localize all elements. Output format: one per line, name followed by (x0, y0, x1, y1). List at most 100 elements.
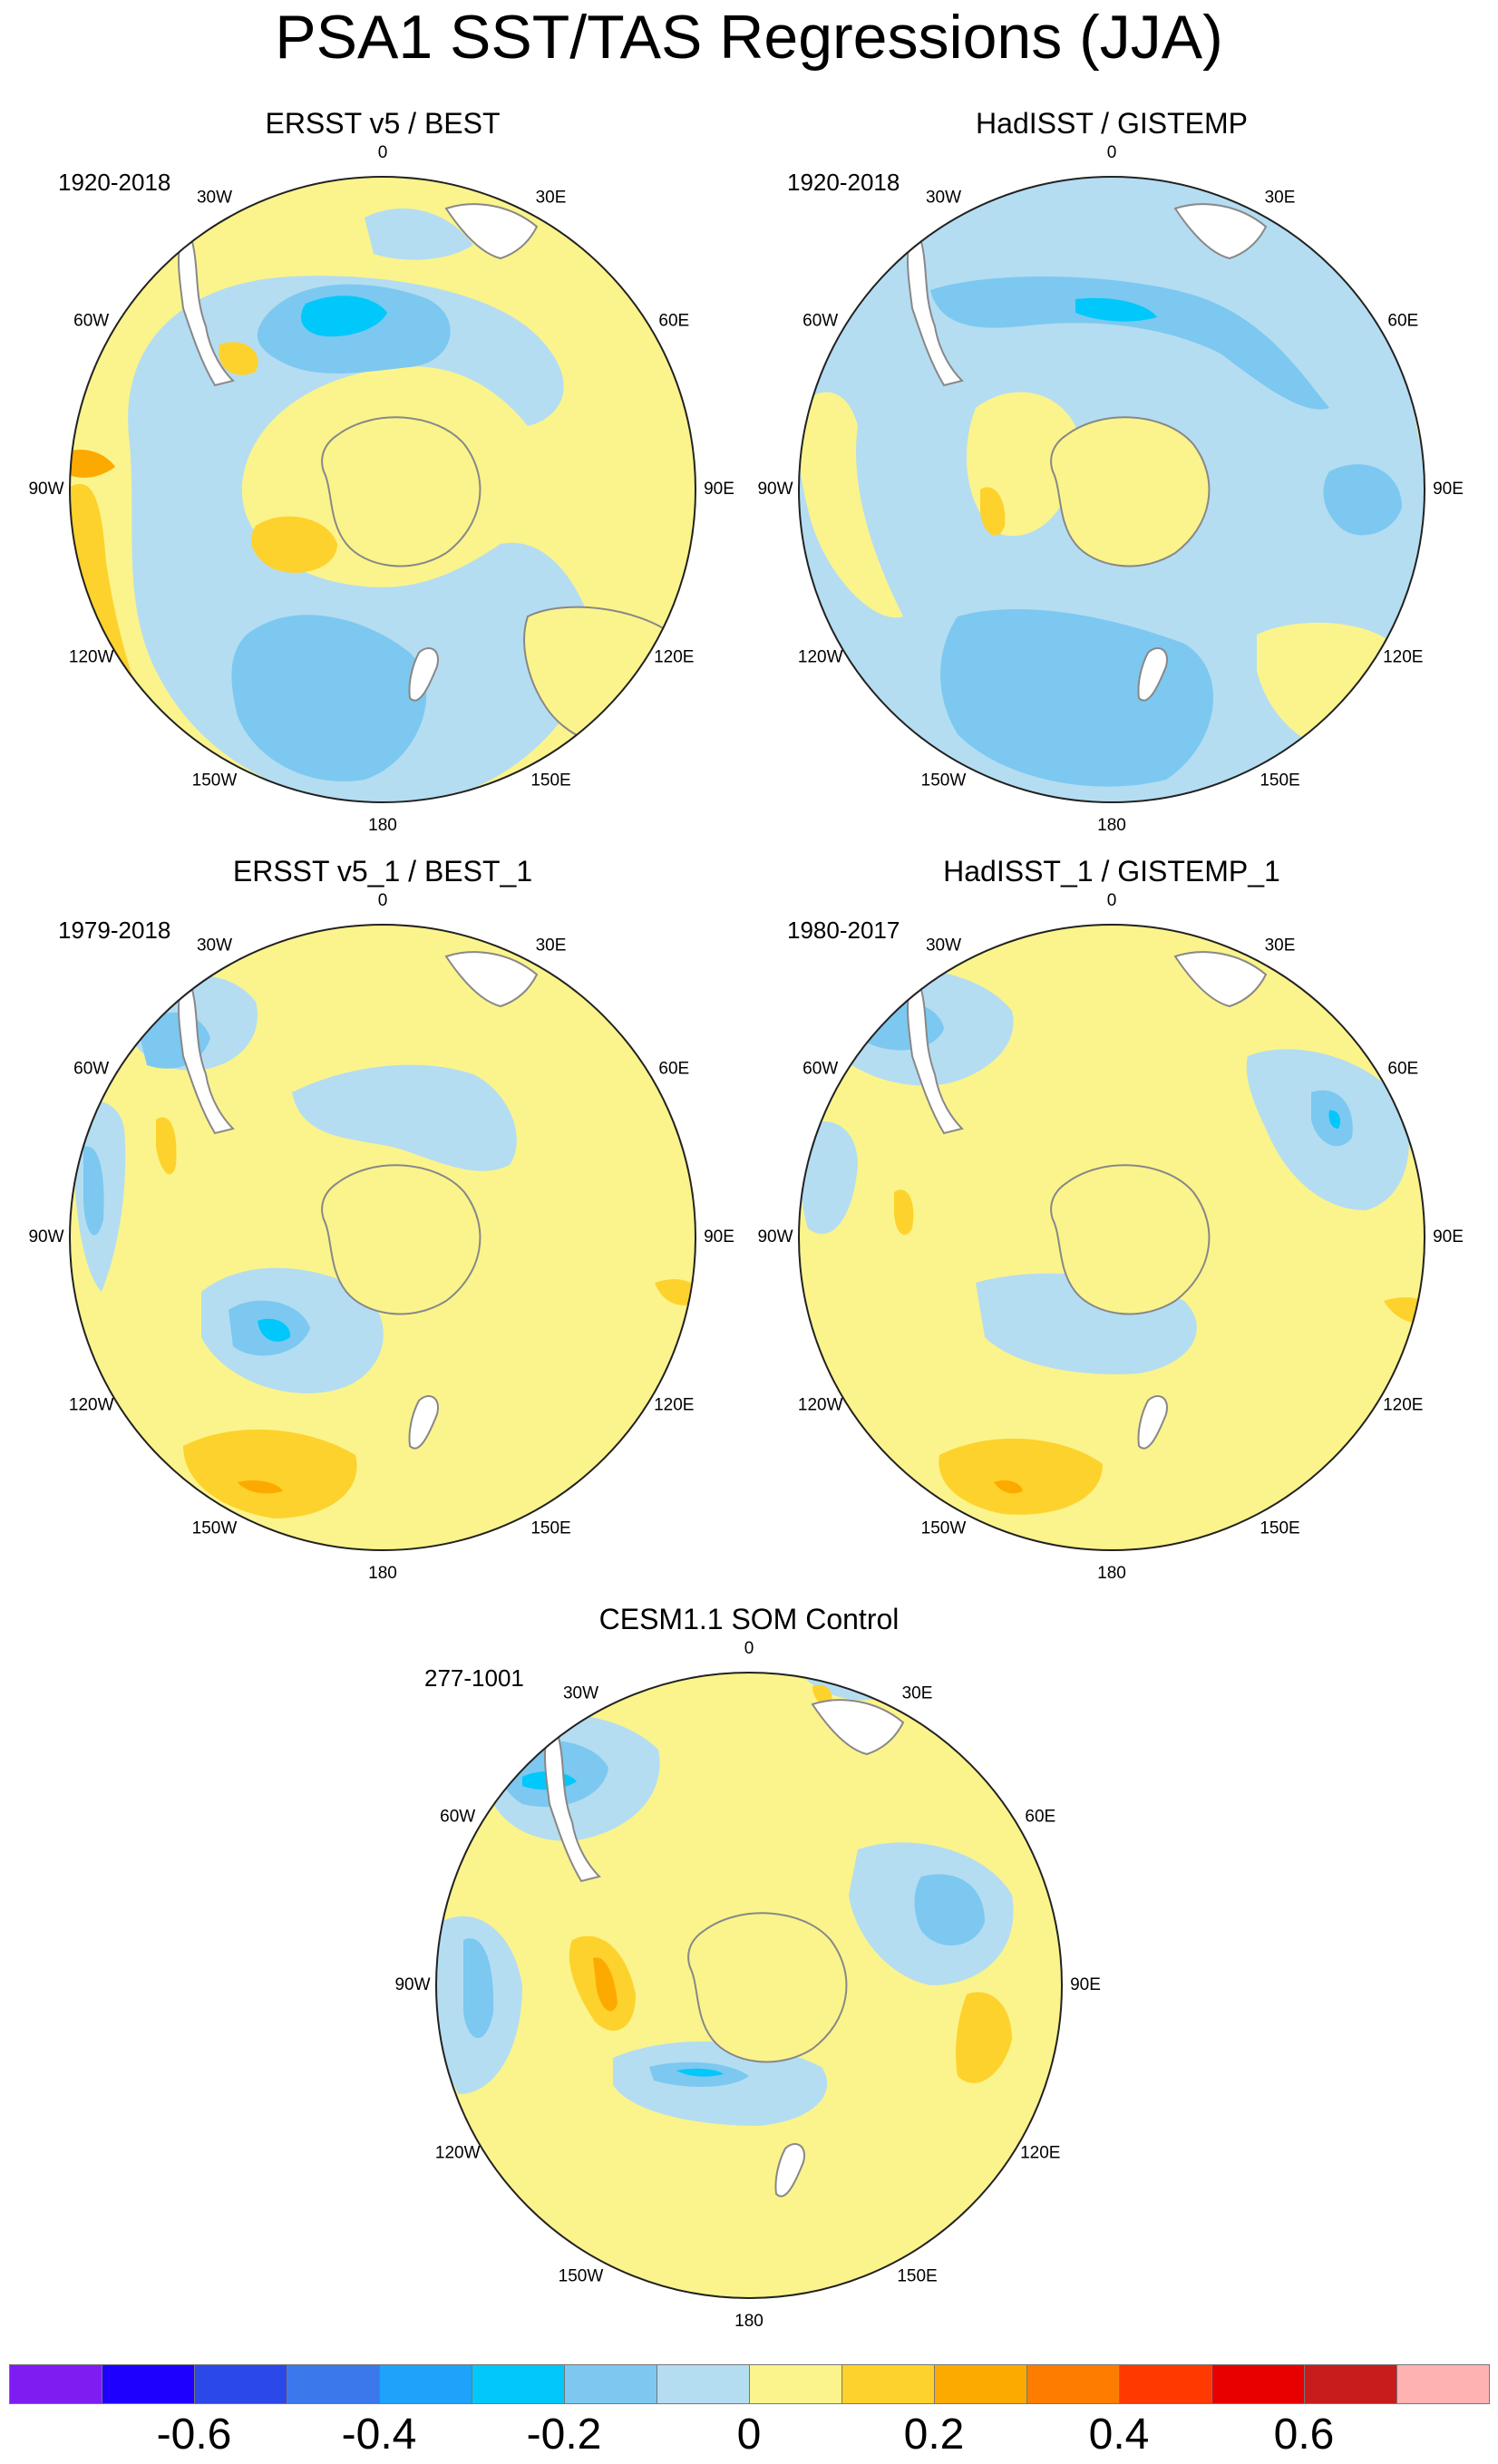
panel-title: HadISST_1 / GISTEMP_1 (943, 855, 1280, 888)
new-zealand (1137, 1395, 1168, 1450)
longitude-label: 120E (1383, 1396, 1423, 1415)
polar-map: 0 30E 60E 90E 120E 150E 180 150W 120W 90W 60W 30W (757, 891, 1464, 1582)
longitude-label: 90E (1433, 1227, 1464, 1247)
map-panel-hadisst-gistemp: HadISST / GISTEMP 1920-2018 0 30E 60E 90E 12… (749, 109, 1474, 834)
longitude-label: 60W (802, 312, 838, 331)
longitude-label: 120E (1020, 2144, 1060, 2163)
polar-map: 0 30E 60E 90E 120E 150E 180 150W 120W 90W 60W 30W (757, 143, 1463, 834)
panel-period: 1920-2018 (787, 169, 900, 196)
panel-title: HadISST / GISTEMP (976, 107, 1248, 140)
field-neg-mid (930, 276, 1329, 410)
south-america (178, 224, 235, 387)
longitude-label: 30E (536, 189, 567, 208)
longitude-label: 30W (563, 1684, 598, 1703)
longitude-label: 180 (734, 2312, 764, 2330)
polar-map: 0 30E 60E 90E 120E 150E 180 150W 120W 90W 60W 30W (394, 1639, 1100, 2330)
longitude-label: 180 (368, 816, 397, 834)
longitude-label: 180 (368, 1564, 397, 1582)
colorbar-tick-label: 0.2 (903, 2411, 965, 2459)
longitude-label: 30W (197, 189, 232, 208)
map-boundary (798, 176, 1425, 803)
longitude-label: 60E (658, 312, 689, 331)
field-pos-strong (593, 1957, 618, 2012)
antarctica (321, 1164, 482, 1315)
longitude-label: 60W (73, 312, 109, 331)
colorbar-swatch (841, 2364, 935, 2404)
longitude-label: 150W (192, 771, 238, 790)
field-pos-mid (894, 1189, 914, 1236)
polar-map: 0 30E 60E 90E 120E 150E 180 150W 120W 90W 60W 30W (28, 891, 734, 1582)
longitude-label: 90W (757, 480, 793, 499)
longitude-label: 120E (1383, 648, 1423, 667)
map-panel-ersst-best: ERSST v5 / BEST 1920-2018 0 30E 60E 90E 120E… (20, 109, 745, 834)
longitude-label: 30W (197, 936, 232, 956)
longitude-label: 90E (704, 1227, 734, 1247)
field-neg-mid (1323, 464, 1402, 536)
longitude-label: 0 (744, 1639, 754, 1658)
longitude-label: 60E (1025, 1808, 1055, 1827)
panel-period: 277-1001 (424, 1664, 524, 1692)
panel-period: 1979-2018 (58, 917, 171, 944)
colorbar (9, 2364, 1490, 2404)
africa (1173, 203, 1268, 260)
colorbar-swatch (1211, 2364, 1305, 2404)
colorbar-swatch (749, 2364, 842, 2404)
africa (444, 203, 539, 260)
field-pos-mid (1384, 1297, 1425, 1324)
longitude-label: 150W (921, 1518, 967, 1538)
field-pos-mid (183, 1429, 357, 1518)
longitude-label: 120E (654, 648, 694, 667)
field-pos-weak (799, 392, 903, 618)
longitude-label: 150W (921, 771, 967, 790)
africa (444, 951, 539, 1008)
field-neg-mid (231, 615, 427, 781)
longitude-label: 120W (435, 2144, 481, 2163)
longitude-label: 90W (28, 480, 63, 499)
longitude-label: 0 (378, 143, 388, 162)
polar-map: 0 30E 60E 90E 120E 150E 180 150W 120W 90W 60W 30W (28, 143, 734, 834)
longitude-label: 30E (1265, 936, 1296, 956)
colorbar-tick-label: 0.4 (1088, 2411, 1150, 2459)
colorbar-swatch (934, 2364, 1027, 2404)
colorbar-swatch (657, 2364, 750, 2404)
field-neg-strong (1328, 1110, 1340, 1129)
colorbar-swatch (194, 2364, 287, 2404)
panel-period: 1920-2018 (58, 169, 171, 196)
colorbar-swatch (1304, 2364, 1397, 2404)
new-zealand (408, 1395, 439, 1450)
colorbar-swatch (564, 2364, 657, 2404)
figure-title: PSA1 SST/TAS Regressions (JJA) (275, 3, 1223, 72)
south-america (907, 224, 964, 387)
map-boundary (69, 924, 696, 1551)
colorbar-swatch (472, 2364, 565, 2404)
new-zealand (774, 2143, 805, 2197)
colorbar-swatch (102, 2364, 195, 2404)
longitude-label: 30W (926, 189, 961, 208)
longitude-label: 0 (378, 891, 388, 910)
longitude-label: 120W (798, 648, 843, 667)
longitude-label: 150E (897, 2266, 937, 2285)
longitude-label: 90W (757, 1227, 793, 1247)
field-pos-mid (812, 1684, 832, 1705)
longitude-label: 150E (530, 771, 570, 790)
south-america (178, 972, 235, 1135)
field-neg-weak (800, 1121, 858, 1235)
field-pos-mid (980, 487, 1006, 536)
field-neg-weak (292, 1064, 517, 1171)
south-america (907, 972, 964, 1135)
field-pos-strong (994, 1480, 1023, 1494)
colorbar-tick-label: -0.6 (156, 2411, 232, 2459)
field-neg-strong (258, 1318, 291, 1342)
longitude-label: 30E (902, 1684, 933, 1703)
antarctica (687, 1912, 848, 2063)
field-neg-mid (940, 608, 1214, 787)
field-neg-strong (1075, 297, 1157, 322)
field-pos-mid (156, 1117, 177, 1175)
field-pos-mid (939, 1438, 1103, 1515)
colorbar-swatch (9, 2364, 102, 2404)
panel-title: ERSST v5_1 / BEST_1 (232, 855, 533, 888)
colorbar-swatch (379, 2364, 472, 2404)
colorbar-tick-label: -0.4 (341, 2411, 417, 2459)
new-zealand (408, 647, 439, 702)
longitude-label: 60E (658, 1060, 689, 1079)
